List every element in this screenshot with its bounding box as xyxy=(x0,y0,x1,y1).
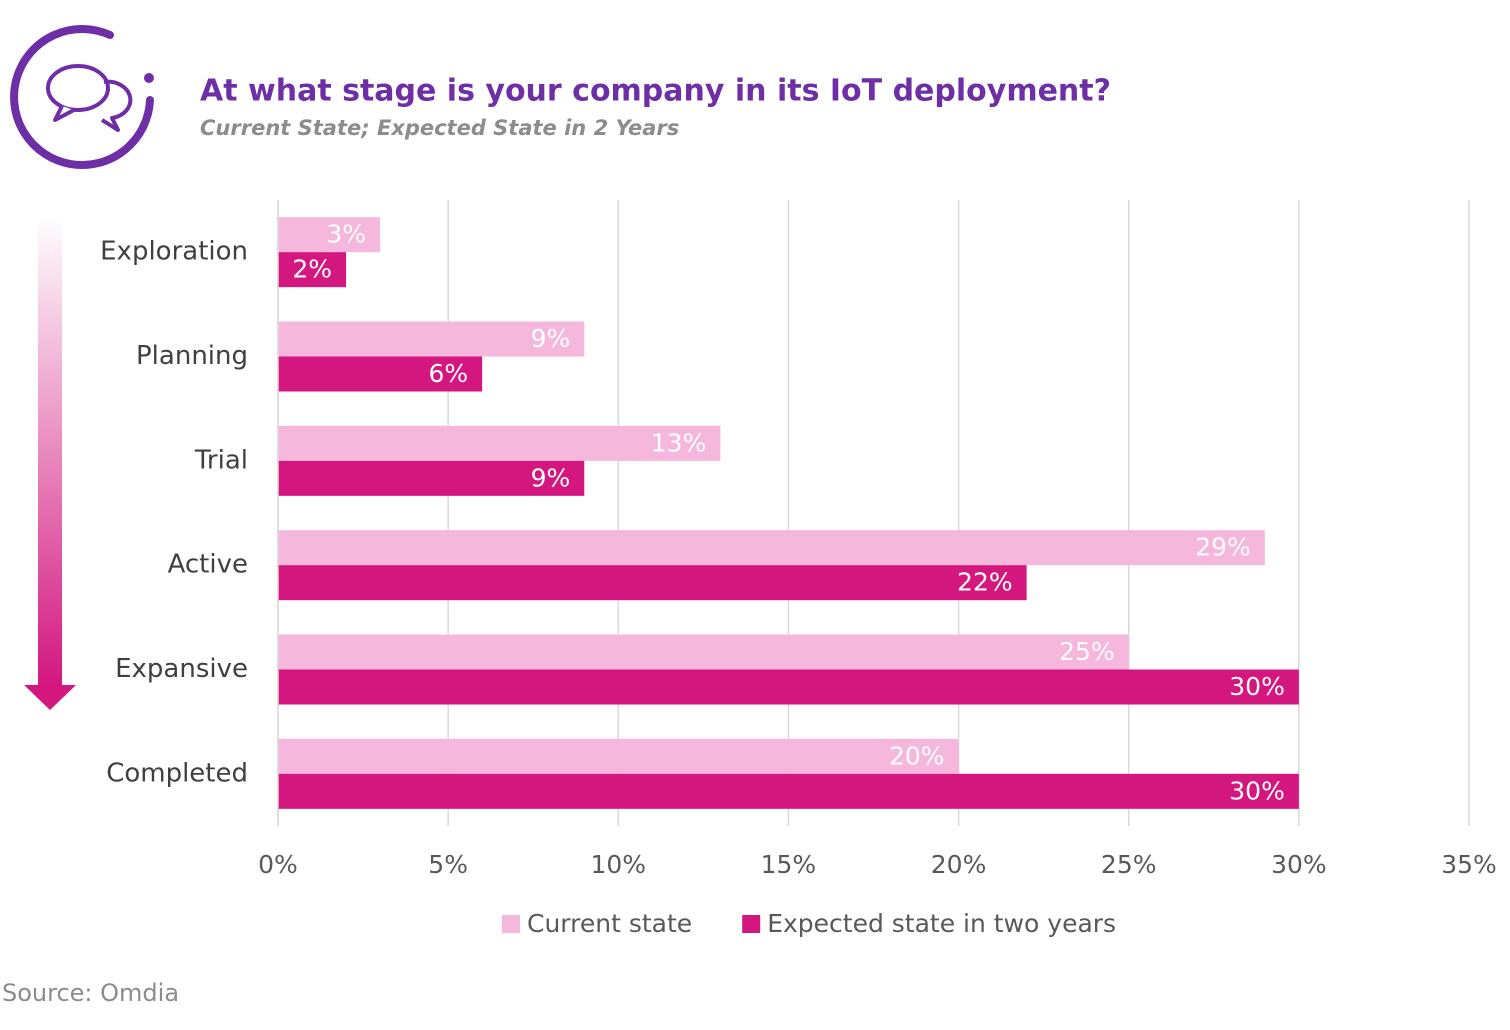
legend-label: Expected state in two years xyxy=(767,909,1116,938)
bar xyxy=(278,773,1299,809)
value-label: 20% xyxy=(889,741,945,770)
value-label: 6% xyxy=(428,359,468,388)
x-tick-label: 5% xyxy=(428,850,468,879)
value-label: 22% xyxy=(957,568,1013,597)
chart-subtitle: Current State; Expected State in 2 Years xyxy=(200,116,679,140)
y-tick-label: Exploration xyxy=(100,237,248,267)
legend-swatch xyxy=(502,915,520,933)
chart-title: At what stage is your company in its IoT… xyxy=(200,74,1111,109)
bar xyxy=(278,356,483,392)
y-tick-label: Expansive xyxy=(115,654,248,684)
logo-icon xyxy=(10,25,154,169)
stage-arrow xyxy=(24,215,76,710)
bar xyxy=(278,565,1027,601)
bar xyxy=(278,634,1129,670)
bar xyxy=(278,321,585,357)
value-label: 30% xyxy=(1229,776,1285,805)
y-tick-label: Completed xyxy=(106,758,248,788)
legend-swatch xyxy=(742,915,761,933)
y-tick-label: Trial xyxy=(194,445,248,475)
source-note: Source: Omdia xyxy=(2,979,179,1007)
value-label: 2% xyxy=(292,255,332,284)
value-label: 29% xyxy=(1195,533,1251,562)
bar xyxy=(278,530,1265,566)
bar xyxy=(278,252,347,288)
x-tick-label: 20% xyxy=(931,850,987,879)
value-label: 9% xyxy=(531,324,571,353)
x-tick-label: 10% xyxy=(590,850,646,879)
x-tick-label: 25% xyxy=(1101,850,1157,879)
value-label: 25% xyxy=(1059,637,1115,666)
y-tick-label: Active xyxy=(168,550,248,580)
bar xyxy=(278,460,585,496)
bar xyxy=(278,425,721,461)
bar xyxy=(278,738,959,774)
x-tick-label: 30% xyxy=(1271,850,1327,879)
x-tick-label: 35% xyxy=(1441,850,1497,879)
bar xyxy=(278,669,1299,705)
x-tick-label: 15% xyxy=(761,850,817,879)
value-label: 3% xyxy=(326,220,366,249)
value-label: 30% xyxy=(1229,672,1285,701)
value-label: 13% xyxy=(651,428,707,457)
legend-label: Current state xyxy=(527,909,692,938)
x-tick-label: 0% xyxy=(258,850,298,879)
y-tick-label: Planning xyxy=(136,341,248,371)
bar xyxy=(278,217,381,253)
value-label: 9% xyxy=(531,463,571,492)
